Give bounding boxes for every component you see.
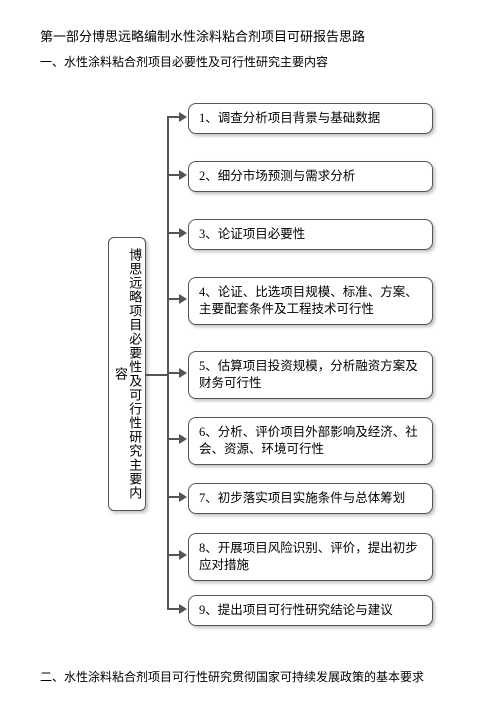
page-title: 第一部分博思远略编制水性涂料粘合剂项目可研报告思路 <box>40 28 460 46</box>
flow-node: 1、调查分析项目背景与基础数据 <box>188 103 433 134</box>
flow-node: 5、估算项目投资规模，分析融资方案及财务可行性 <box>188 351 433 399</box>
footer-text: 二、水性涂料粘合剂项目可行性研究贯彻国家可持续发展政策的基本要求 <box>40 669 460 686</box>
arrow-icon <box>179 294 187 304</box>
flow-node: 8、开展项目风险识别、评价，提出初步应对措施 <box>188 533 433 581</box>
flow-node: 2、细分市场预测与需求分析 <box>188 161 433 192</box>
arrow-icon <box>179 604 187 614</box>
flow-node: 6、分析、评价项目外部影响及经济、社会、资源、环境可行性 <box>188 417 433 465</box>
vertical-source-label: 博思远略项目必要性及可行性研究主要内容 <box>113 246 142 502</box>
arrow-icon <box>179 550 187 560</box>
page-subtitle: 一、水性涂料粘合剂项目必要性及可行性研究主要内容 <box>40 54 460 71</box>
flow-node: 4、论证、比选项目规模、标准、方案、主要配套条件及工程技术可行性 <box>188 277 433 325</box>
connector-main <box>146 374 168 376</box>
arrow-icon <box>179 368 187 378</box>
arrow-icon <box>179 434 187 444</box>
arrow-icon <box>179 112 187 122</box>
arrow-icon <box>179 228 187 238</box>
connector-trunk <box>167 116 169 610</box>
arrow-icon <box>179 492 187 502</box>
flow-node: 7、初步落实项目实施条件与总体筹划 <box>188 483 433 514</box>
vertical-source-box: 博思远略项目必要性及可行性研究主要内容 <box>108 237 146 511</box>
flow-node: 3、论证项目必要性 <box>188 219 433 250</box>
flow-node: 9、提出项目可行性研究结论与建议 <box>188 595 433 626</box>
arrow-icon <box>179 170 187 180</box>
diagram-area: 博思远略项目必要性及可行性研究主要内容 1、调查分析项目背景与基础数据 2、细分市… <box>40 85 460 645</box>
